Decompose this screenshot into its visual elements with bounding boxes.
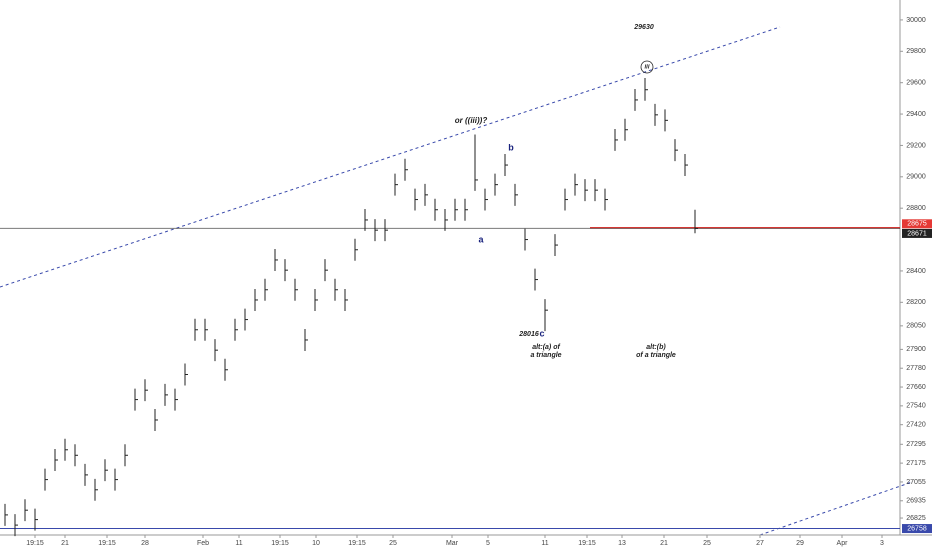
wave-annotation: c <box>539 328 544 338</box>
y-tick-label: 29400 <box>906 111 926 118</box>
x-tick-label: 10 <box>312 540 320 547</box>
x-tick-label: Mar <box>446 540 459 547</box>
low-annotation: 28016 <box>518 331 539 338</box>
y-tick-label: 27175 <box>906 460 926 467</box>
x-tick-label: 27 <box>756 540 764 547</box>
y-tick-label: 27055 <box>906 479 926 486</box>
wave-annotation: a <box>478 234 484 244</box>
wave-annotation: b <box>508 142 514 152</box>
x-tick-label: 28 <box>141 540 149 547</box>
x-tick-label: 19:15 <box>348 540 366 547</box>
y-tick-label: 27660 <box>906 384 926 391</box>
y-tick-label: 29000 <box>906 174 926 181</box>
x-tick-label: 11 <box>235 540 242 547</box>
y-tick-label: 26935 <box>906 498 926 505</box>
price-label: 28671 <box>907 230 927 237</box>
y-tick-label: 29800 <box>906 48 926 55</box>
x-tick-label: 21 <box>61 540 69 547</box>
price-label: 28675 <box>907 221 927 228</box>
wave-annotation: or ((iii))? <box>455 116 488 125</box>
x-tick-label: 19:15 <box>271 540 289 547</box>
x-tick-label: 19:15 <box>578 540 596 547</box>
wave-annotation: of a triangle <box>636 352 676 359</box>
x-tick-label: 29 <box>796 540 804 547</box>
x-tick-label: 21 <box>660 540 668 547</box>
x-tick-label: 25 <box>703 540 711 547</box>
y-tick-label: 28200 <box>906 299 926 306</box>
y-tick-label: 26825 <box>906 515 926 522</box>
wave-circle <box>640 60 654 74</box>
wave-annotation: alt:(a) of <box>532 344 560 351</box>
price-label-box <box>902 524 932 534</box>
x-tick-label: 25 <box>389 540 397 547</box>
x-tick-label: Feb <box>197 540 209 547</box>
x-tick-label: Apr <box>837 540 849 547</box>
y-tick-label: 27900 <box>906 346 926 353</box>
wave-annotation: iii <box>644 65 649 71</box>
y-tick-label: 27295 <box>906 441 926 448</box>
y-tick-label: 29600 <box>906 80 926 87</box>
y-tick-label: 27540 <box>906 403 926 410</box>
x-tick-label: 3 <box>880 540 884 547</box>
trend-line <box>0 26 781 288</box>
trend-line <box>759 481 913 536</box>
x-tick-label: 13 <box>618 540 626 547</box>
price-label-box <box>902 228 932 238</box>
x-tick-label: 11 <box>541 540 548 547</box>
x-tick-label: 19:15 <box>98 540 116 547</box>
high-annotation: 29630 <box>633 24 654 31</box>
price-label: 26758 <box>907 525 927 532</box>
wave-annotation: alt:(b) <box>646 344 666 351</box>
y-tick-label: 28050 <box>906 323 926 330</box>
y-tick-label: 28400 <box>906 268 926 275</box>
y-tick-label: 27420 <box>906 422 926 429</box>
y-tick-label: 30000 <box>906 17 926 24</box>
price-label-box <box>902 219 932 229</box>
y-tick-label: 28800 <box>906 205 926 212</box>
wave-annotation: a triangle <box>530 352 561 359</box>
y-tick-label: 27780 <box>906 365 926 372</box>
x-tick-label: 5 <box>486 540 490 547</box>
y-tick-label: 29200 <box>906 142 926 149</box>
x-tick-label: 19:15 <box>26 540 44 547</box>
